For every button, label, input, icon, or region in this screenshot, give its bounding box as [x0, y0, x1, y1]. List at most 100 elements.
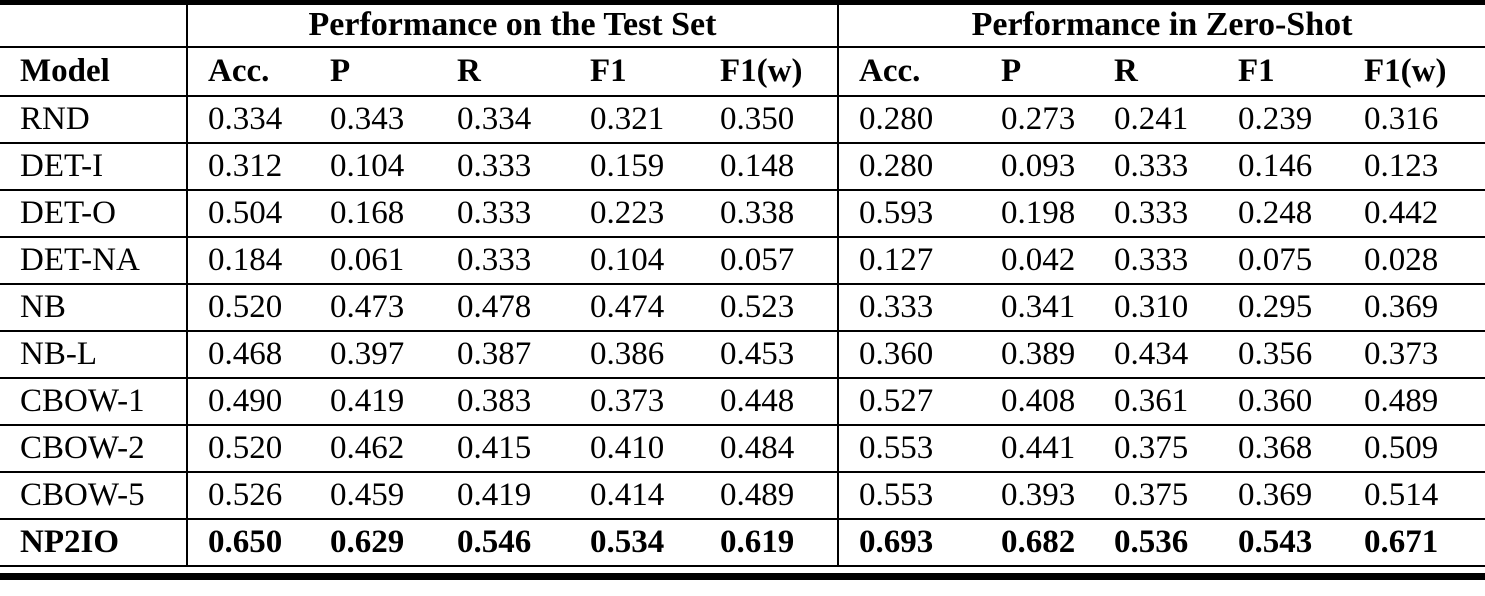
column-header-test-p: P — [310, 46, 437, 97]
zero-shot-value-cell: 0.333 — [1094, 236, 1218, 285]
model-cell: CBOW-2 — [0, 424, 188, 473]
zero-shot-value-cell: 0.593 — [838, 189, 981, 238]
zero-shot-value-cell: 0.273 — [981, 95, 1094, 144]
zero-shot-value-cell: 0.248 — [1218, 189, 1344, 238]
test-value-cell: 0.419 — [310, 377, 437, 426]
test-value-cell: 0.650 — [187, 518, 310, 567]
zero-shot-value-cell: 0.310 — [1094, 283, 1218, 332]
test-value-cell: 0.321 — [570, 95, 700, 144]
test-value-cell: 0.397 — [310, 330, 437, 379]
column-header-test-f1: F1 — [570, 46, 700, 97]
zero-shot-value-cell: 0.360 — [838, 330, 981, 379]
column-header-test-r: R — [437, 46, 570, 97]
zero-shot-value-cell: 0.239 — [1218, 95, 1344, 144]
test-value-cell: 0.343 — [310, 95, 437, 144]
zero-shot-value-cell: 0.375 — [1094, 471, 1218, 520]
test-value-cell: 0.104 — [310, 142, 437, 191]
zero-shot-value-cell: 0.360 — [1218, 377, 1344, 426]
test-value-cell: 0.223 — [570, 189, 700, 238]
group-header-test-set: Performance on the Test Set — [187, 2, 839, 48]
group-header-zero-shot: Performance in Zero-Shot — [838, 2, 1485, 48]
zero-shot-value-cell: 0.369 — [1218, 471, 1344, 520]
test-value-cell: 0.061 — [310, 236, 437, 285]
table-row: CBOW-5 0.526 0.459 0.419 0.414 0.489 0.553 0.39… — [0, 471, 1485, 520]
test-value-cell: 0.386 — [570, 330, 700, 379]
zero-shot-value-cell: 0.127 — [838, 236, 981, 285]
zero-shot-value-cell: 0.671 — [1344, 518, 1485, 567]
zero-shot-value-cell: 0.553 — [838, 424, 981, 473]
zero-shot-value-cell: 0.356 — [1218, 330, 1344, 379]
zero-shot-value-cell: 0.280 — [838, 95, 981, 144]
test-value-cell: 0.334 — [187, 95, 310, 144]
model-cell: CBOW-5 — [0, 471, 188, 520]
table-row: CBOW-1 0.490 0.419 0.383 0.373 0.448 0.527 0.40… — [0, 377, 1485, 426]
zero-shot-value-cell: 0.093 — [981, 142, 1094, 191]
zero-shot-value-cell: 0.333 — [838, 283, 981, 332]
column-header-row: Model Acc. P R F1 F1(w) Acc. P R F1 F1(w… — [0, 46, 1485, 97]
zero-shot-value-cell: 0.509 — [1344, 424, 1485, 473]
zero-shot-value-cell: 0.514 — [1344, 471, 1485, 520]
test-value-cell: 0.520 — [187, 424, 310, 473]
test-value-cell: 0.057 — [700, 236, 839, 285]
zero-shot-value-cell: 0.408 — [981, 377, 1094, 426]
zero-shot-value-cell: 0.333 — [1094, 142, 1218, 191]
zero-shot-value-cell: 0.489 — [1344, 377, 1485, 426]
test-value-cell: 0.484 — [700, 424, 839, 473]
column-header-zero-acc: Acc. — [838, 46, 981, 97]
test-value-cell: 0.387 — [437, 330, 570, 379]
test-value-cell: 0.350 — [700, 95, 839, 144]
table-row: NB-L 0.468 0.397 0.387 0.386 0.453 0.360 0.389 0… — [0, 330, 1485, 379]
test-value-cell: 0.338 — [700, 189, 839, 238]
test-value-cell: 0.504 — [187, 189, 310, 238]
zero-shot-value-cell: 0.369 — [1344, 283, 1485, 332]
zero-shot-value-cell: 0.434 — [1094, 330, 1218, 379]
test-value-cell: 0.459 — [310, 471, 437, 520]
zero-shot-value-cell: 0.123 — [1344, 142, 1485, 191]
table-row: NB 0.520 0.473 0.478 0.474 0.523 0.333 0.341 0.3… — [0, 283, 1485, 332]
test-value-cell: 0.520 — [187, 283, 310, 332]
zero-shot-value-cell: 0.295 — [1218, 283, 1344, 332]
table-row: DET-NA 0.184 0.061 0.333 0.104 0.057 0.127 0.04… — [0, 236, 1485, 285]
test-value-cell: 0.453 — [700, 330, 839, 379]
test-value-cell: 0.333 — [437, 236, 570, 285]
zero-shot-value-cell: 0.198 — [981, 189, 1094, 238]
model-cell: RND — [0, 95, 188, 144]
table-row: NP2IO 0.650 0.629 0.546 0.534 0.619 0.693 0.682… — [0, 518, 1485, 567]
zero-shot-value-cell: 0.075 — [1218, 236, 1344, 285]
test-value-cell: 0.414 — [570, 471, 700, 520]
model-cell: DET-O — [0, 189, 188, 238]
test-value-cell: 0.312 — [187, 142, 310, 191]
zero-shot-value-cell: 0.389 — [981, 330, 1094, 379]
column-header-zero-f1: F1 — [1218, 46, 1344, 97]
test-value-cell: 0.334 — [437, 95, 570, 144]
group-header-row: Performance on the Test Set Performance … — [0, 2, 1485, 48]
zero-shot-value-cell: 0.241 — [1094, 95, 1218, 144]
test-value-cell: 0.534 — [570, 518, 700, 567]
test-value-cell: 0.489 — [700, 471, 839, 520]
table-row: CBOW-2 0.520 0.462 0.415 0.410 0.484 0.553 0.44… — [0, 424, 1485, 473]
zero-shot-value-cell: 0.373 — [1344, 330, 1485, 379]
model-cell: DET-I — [0, 142, 188, 191]
results-table: Performance on the Test Set Performance … — [0, 0, 1485, 567]
zero-shot-value-cell: 0.028 — [1344, 236, 1485, 285]
model-cell: CBOW-1 — [0, 377, 188, 426]
test-value-cell: 0.148 — [700, 142, 839, 191]
zero-shot-value-cell: 0.042 — [981, 236, 1094, 285]
test-value-cell: 0.333 — [437, 142, 570, 191]
test-value-cell: 0.448 — [700, 377, 839, 426]
column-header-model: Model — [0, 46, 188, 97]
zero-shot-value-cell: 0.368 — [1218, 424, 1344, 473]
zero-shot-value-cell: 0.527 — [838, 377, 981, 426]
test-value-cell: 0.478 — [437, 283, 570, 332]
test-value-cell: 0.546 — [437, 518, 570, 567]
zero-shot-value-cell: 0.441 — [981, 424, 1094, 473]
test-value-cell: 0.415 — [437, 424, 570, 473]
table-row: DET-I 0.312 0.104 0.333 0.159 0.148 0.280 0.093… — [0, 142, 1485, 191]
zero-shot-value-cell: 0.682 — [981, 518, 1094, 567]
table-row: RND 0.334 0.343 0.334 0.321 0.350 0.280 0.273 0.… — [0, 95, 1485, 144]
model-cell: NP2IO — [0, 518, 188, 567]
test-value-cell: 0.473 — [310, 283, 437, 332]
test-value-cell: 0.383 — [437, 377, 570, 426]
test-value-cell: 0.629 — [310, 518, 437, 567]
